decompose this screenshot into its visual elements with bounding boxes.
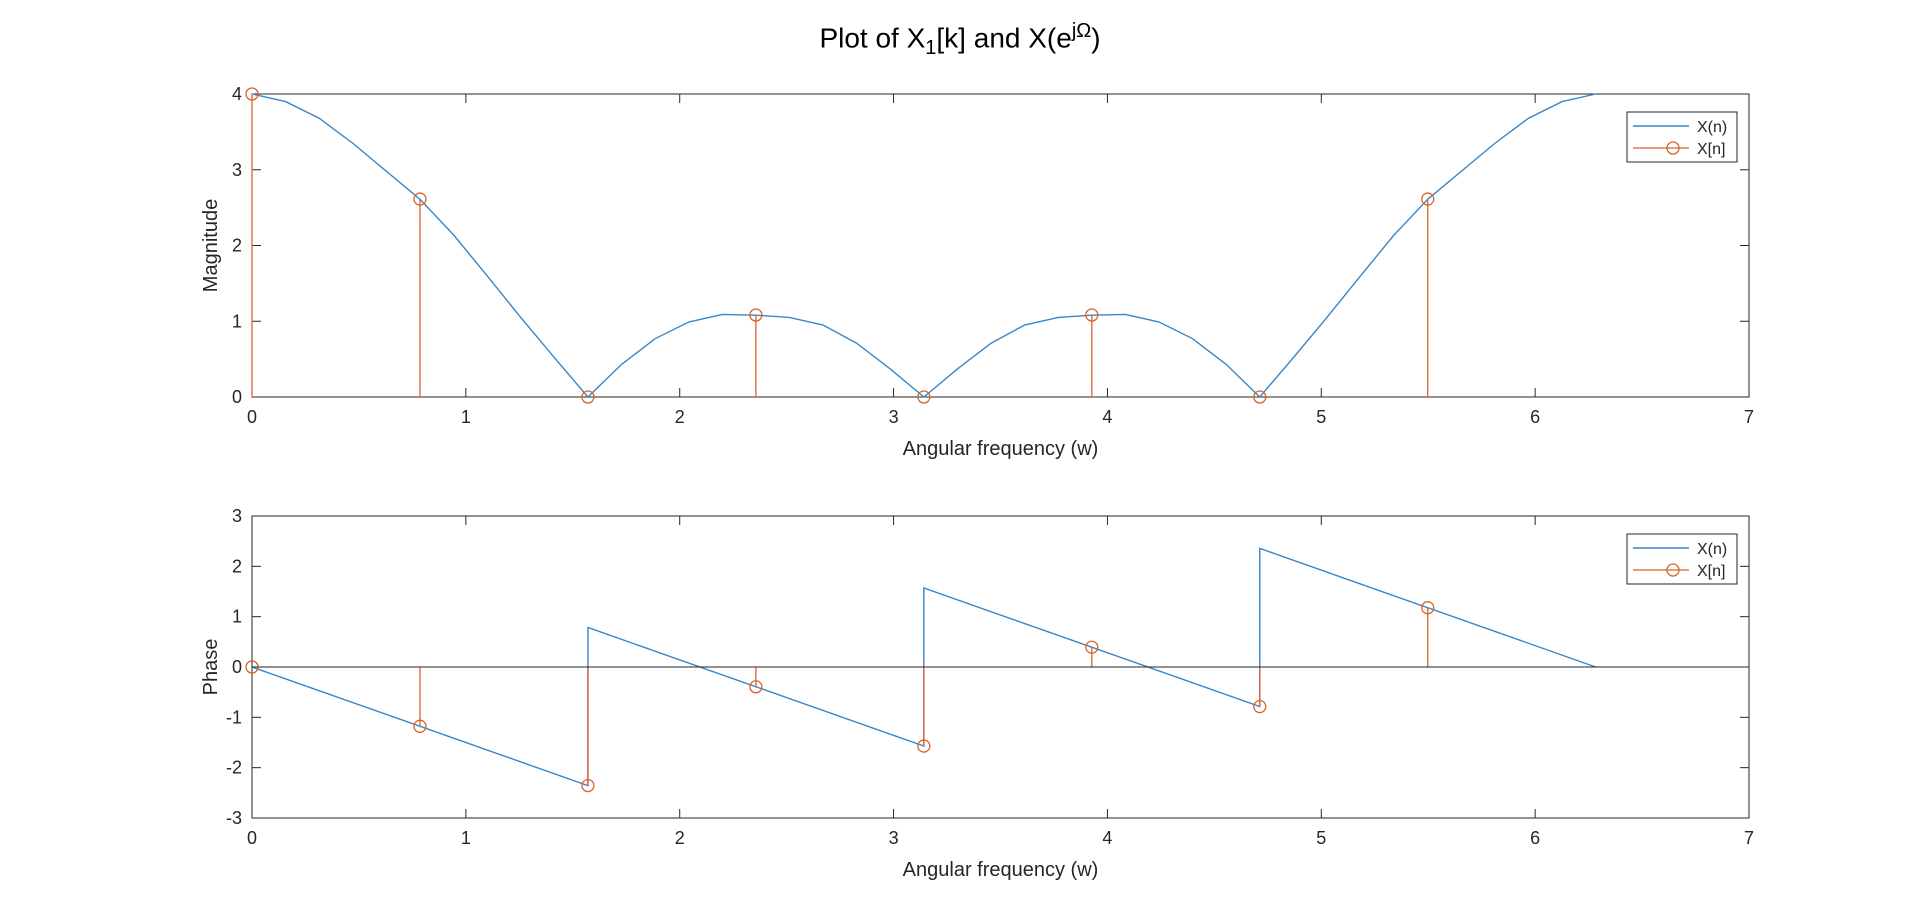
phase-xtick-label: 4: [1102, 828, 1112, 848]
phase-stem-marker: [1421, 601, 1435, 615]
phase-ytick-label: -1: [226, 707, 242, 727]
magnitude-stem-marker: [581, 390, 595, 404]
phase-ytick-label: 0: [232, 657, 242, 677]
phase-stem-marker: [749, 680, 763, 694]
phase-xtick-label: 1: [461, 828, 471, 848]
phase-stem-marker: [917, 739, 931, 753]
magnitude-ytick-label: 2: [232, 236, 242, 256]
phase-xtick-label: 3: [889, 828, 899, 848]
magnitude-ylabel: Magnitude: [200, 199, 222, 292]
magnitude-stem-marker: [1253, 390, 1267, 404]
phase-stem-marker: [1085, 640, 1099, 654]
phase-xtick-label: 6: [1530, 828, 1540, 848]
title-subscript: 1: [925, 36, 937, 59]
magnitude-stem-marker: [1421, 192, 1435, 206]
phase-stem-marker: [1253, 699, 1267, 714]
phase-ylabel: Phase: [200, 639, 222, 696]
magnitude-xtick-label: 6: [1530, 407, 1540, 427]
magnitude-xtick-label: 3: [889, 407, 899, 427]
magnitude-xtick-label: 7: [1744, 407, 1754, 427]
magnitude-legend: X(n) X[n]: [1626, 111, 1738, 163]
phase-legend-stem-marker: [1666, 563, 1680, 577]
magnitude-stem-marker: [917, 390, 931, 404]
magnitude-ytick-label: 4: [232, 84, 242, 104]
phase-ytick-label: -2: [226, 758, 242, 778]
figure-title: Plot of X1[k] and X(ejΩ): [0, 20, 1920, 60]
magnitude-ytick-label: 1: [232, 311, 242, 331]
magnitude-xtick-label: 5: [1316, 407, 1326, 427]
magnitude-xtick-label: 1: [461, 407, 471, 427]
magnitude-xtick-label: 4: [1102, 407, 1112, 427]
phase-xtick-label: 7: [1744, 828, 1754, 848]
phase-ytick-label: 2: [232, 556, 242, 576]
phase-legend-entry-stem: X[n]: [1697, 563, 1725, 580]
title-mid: [k] and X(e: [936, 22, 1072, 54]
magnitude-xlabel: Angular frequency (w): [903, 438, 1099, 460]
magnitude-stem-marker: [245, 87, 259, 101]
title-end: ): [1091, 22, 1101, 54]
magnitude-legend-entry-stem: X[n]: [1697, 141, 1725, 158]
phase-legend-box: [1626, 533, 1738, 585]
phase-stem-marker: [581, 778, 595, 793]
magnitude-ytick-label: 3: [232, 160, 242, 180]
phase-xtick-label: 2: [675, 828, 685, 848]
magnitude-legend-stem-marker: [1666, 141, 1680, 155]
phase-ytick-label: 1: [232, 607, 242, 627]
title-main: Plot of X: [819, 22, 926, 54]
magnitude-xtick-label: 2: [675, 407, 685, 427]
phase-legend-entry-line: X(n): [1697, 541, 1727, 558]
title-superscript: jΩ: [1071, 20, 1092, 42]
phase-ytick-label: -3: [226, 808, 242, 828]
phase-xlabel: Angular frequency (w): [903, 859, 1099, 881]
magnitude-legend-entry-line: X(n): [1697, 119, 1727, 136]
magnitude-stem-marker: [413, 192, 427, 206]
magnitude-xtick-label: 0: [247, 407, 257, 427]
phase-xtick-label: 0: [247, 828, 257, 848]
phase-stem-marker: [413, 719, 427, 733]
magnitude-stem-marker: [749, 308, 763, 322]
magnitude-ytick-label: 0: [232, 387, 242, 407]
magnitude-stem-marker: [1085, 308, 1099, 322]
phase-legend: X(n) X[n]: [1626, 533, 1738, 585]
phase-ytick-label: 3: [232, 506, 242, 526]
magnitude-legend-box: [1626, 111, 1738, 163]
magnitude-axes-box: [251, 93, 1750, 398]
magnitude-series-line: [251, 93, 1596, 399]
phase-xtick-label: 5: [1316, 828, 1326, 848]
